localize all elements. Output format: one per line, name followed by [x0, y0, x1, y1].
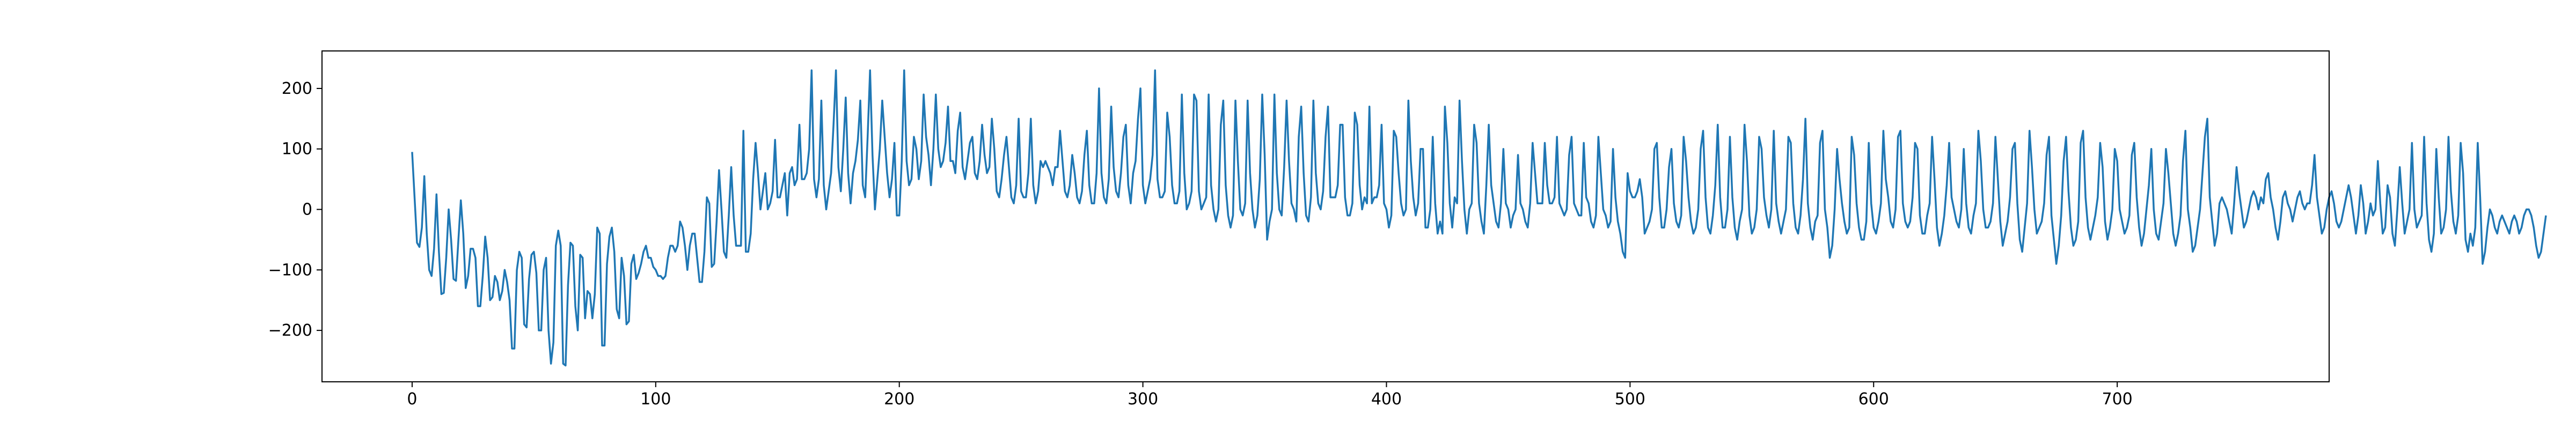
y-tick-label: 0: [302, 201, 312, 219]
y-tick-label: −200: [268, 321, 312, 340]
y-tick-label: 200: [282, 79, 312, 98]
series-line: [411, 69, 2547, 367]
x-tick-label: 400: [1371, 390, 1402, 409]
x-tick-label: 200: [884, 390, 914, 409]
x-tick-label: 500: [1615, 390, 1645, 409]
x-tick-label: 700: [2102, 390, 2132, 409]
x-tick-label: 0: [407, 390, 417, 409]
x-tick-label: 600: [1858, 390, 1889, 409]
x-tick-label: 300: [1128, 390, 1158, 409]
y-tick-label: 100: [282, 140, 312, 159]
x-tick-label: 100: [640, 390, 671, 409]
axis-ticks: 0 100 200 300 400 500 600 700 −200 −100 0 100 200: [268, 79, 2133, 409]
series-layer: [411, 69, 2547, 367]
plot-frame: [321, 50, 2330, 382]
y-tick-label: −100: [268, 261, 312, 279]
